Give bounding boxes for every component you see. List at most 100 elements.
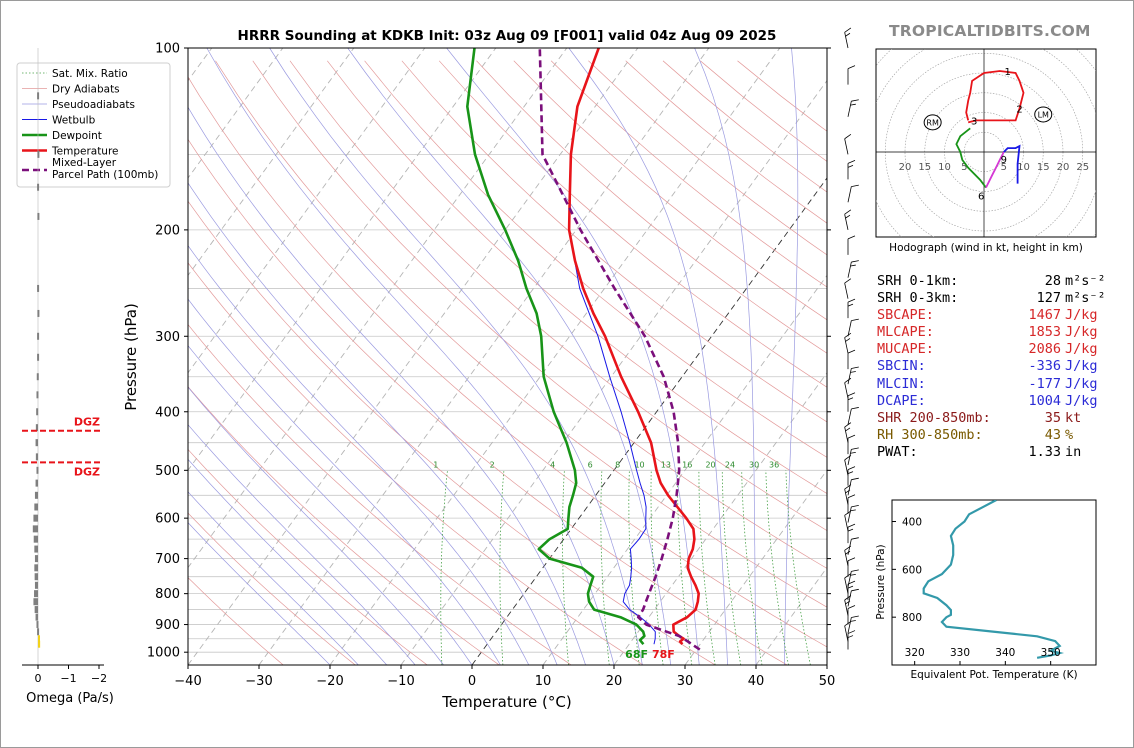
y-tick-label: 600 <box>155 512 180 527</box>
index-unit: J/kg <box>1065 341 1098 358</box>
legend-label: Mixed-Layer <box>52 157 117 169</box>
pseudoadiabat <box>188 182 558 665</box>
theta-e-y-tick-label: 400 <box>902 517 922 529</box>
skewt-background-lines <box>188 48 827 665</box>
theta-e-ylabel: Pressure (hPa) <box>875 544 887 619</box>
rm-marker <box>923 114 942 131</box>
dry-adiabat <box>327 60 827 494</box>
wind-barb <box>847 630 856 650</box>
wind-barb <box>847 569 859 588</box>
omega-bar <box>35 613 38 621</box>
omega-bar <box>34 491 38 499</box>
index-row: MUCAPE: 2086 J/kg <box>877 341 1106 358</box>
series-dewpoint <box>465 48 646 646</box>
omega-xlabel: Omega (Pa/s) <box>26 691 114 706</box>
dry-adiabat <box>513 60 827 321</box>
index-row: RH 300-850mb: 43% <box>877 427 1106 444</box>
index-row: SHR 200-850mb: 35 kt <box>877 410 1106 427</box>
series-mixed-layer-parcel-path-mb <box>538 48 701 651</box>
isotherm-line <box>329 48 781 665</box>
sounding-indices: SRH 0-1km: 28 m²s⁻² SRH 0-3km: 127 m²s⁻² SBCAP… <box>877 273 1106 461</box>
pseudoadiabat <box>188 298 501 665</box>
mixing-ratio-line <box>440 470 448 665</box>
theta-e-x-tick-label: 340 <box>995 647 1015 659</box>
omega-bar <box>35 479 38 487</box>
index-label: SRH 0-1km: <box>877 273 959 289</box>
omega-bar <box>34 606 38 614</box>
index-label: SRH 0-3km: <box>877 290 959 307</box>
mixing-ratio-label: 20 <box>705 460 715 469</box>
mixing-ratio-label: 16 <box>682 460 692 469</box>
lm-label: LM <box>1038 110 1049 119</box>
mixing-ratio-label: 4 <box>550 460 555 469</box>
legend-label: Sat. Mix. Ratio <box>52 68 128 80</box>
omega-bar <box>36 373 39 381</box>
omega-tick-label: −1 <box>60 672 76 685</box>
hodograph-ring-label: 15 <box>1037 162 1050 173</box>
omega-bar <box>35 424 38 432</box>
index-value: 43 <box>1044 426 1061 443</box>
omega-bar <box>34 503 38 511</box>
wind-barb <box>847 407 859 425</box>
x-tick-label: −40 <box>174 674 201 689</box>
wind-barb <box>847 523 856 544</box>
omega-bar <box>36 621 39 629</box>
dry-adiabat <box>188 512 356 665</box>
omega-bar <box>33 598 38 606</box>
pseudoadiabat <box>188 522 331 665</box>
x-tick-label: −10 <box>387 674 414 689</box>
hodograph-ring-label: 10 <box>1017 162 1030 173</box>
index-unit: J/kg <box>1065 392 1098 409</box>
watermark: TROPICALTIDBITS.COM <box>889 22 1091 40</box>
pseudoadiabat <box>694 48 757 665</box>
omega-bar <box>36 466 39 474</box>
omega-bar <box>37 183 40 191</box>
dry-adiabat <box>188 577 284 665</box>
skewt-axes-ticks: −40 −30 −20 −10 0 10 20 30 40 50 100 200 300 400 500 60… <box>147 42 835 690</box>
x-tick-label: −20 <box>316 674 343 689</box>
pseudoadiabat <box>347 48 672 665</box>
wind-barb <box>844 595 852 616</box>
x-tick-label: 40 <box>748 674 765 689</box>
omega-bar <box>36 391 39 399</box>
index-value: -177 <box>1028 375 1061 392</box>
y-tick-label: 100 <box>155 42 180 57</box>
hodograph-segment <box>955 127 987 189</box>
index-row: DCAPE: 1004 J/kg <box>877 393 1106 410</box>
wind-barb <box>847 557 856 577</box>
y-tick-label: 800 <box>155 587 180 602</box>
wind-barb <box>844 332 852 354</box>
index-unit: J/kg <box>1065 358 1098 375</box>
x-tick-label: −30 <box>245 674 272 689</box>
wind-barb <box>847 466 856 486</box>
theta-e-profile <box>922 500 1065 659</box>
y-tick-label: 300 <box>155 330 180 345</box>
wind-barb <box>844 422 852 443</box>
dry-adiabat <box>252 60 827 569</box>
skewt-axes-frame <box>187 47 828 666</box>
index-unit: m²s⁻² <box>1065 273 1106 289</box>
pseudoadiabat <box>784 48 799 665</box>
dry-adiabat <box>364 60 827 458</box>
mixing-ratio-line <box>628 470 640 665</box>
index-row: PWAT: 1.33 in <box>877 444 1106 461</box>
hodograph-height-label: 6 <box>978 191 984 202</box>
index-unit: J/kg <box>1065 324 1098 341</box>
sfc-temp-label: 78F <box>652 648 675 661</box>
index-value: 1467 <box>1028 307 1061 324</box>
index-value: 2086 <box>1028 341 1061 358</box>
omega-bar <box>38 640 41 648</box>
dgz-label: DGZ <box>74 416 100 429</box>
mixing-ratio-line <box>650 470 664 665</box>
isotherm-line <box>542 274 827 665</box>
omega-bar <box>37 309 40 317</box>
y-tick-label: 500 <box>155 464 180 479</box>
wind-barb <box>844 27 852 49</box>
index-label: SBCIN: <box>877 358 926 375</box>
legend-label: Parcel Path (100mb) <box>52 169 158 181</box>
x-tick-label: 10 <box>535 674 552 689</box>
hodograph-height-label: 9 <box>1001 155 1007 166</box>
theta-e-y-tick-label: 600 <box>902 564 922 576</box>
legend-label: Dry Adiabats <box>52 84 120 96</box>
